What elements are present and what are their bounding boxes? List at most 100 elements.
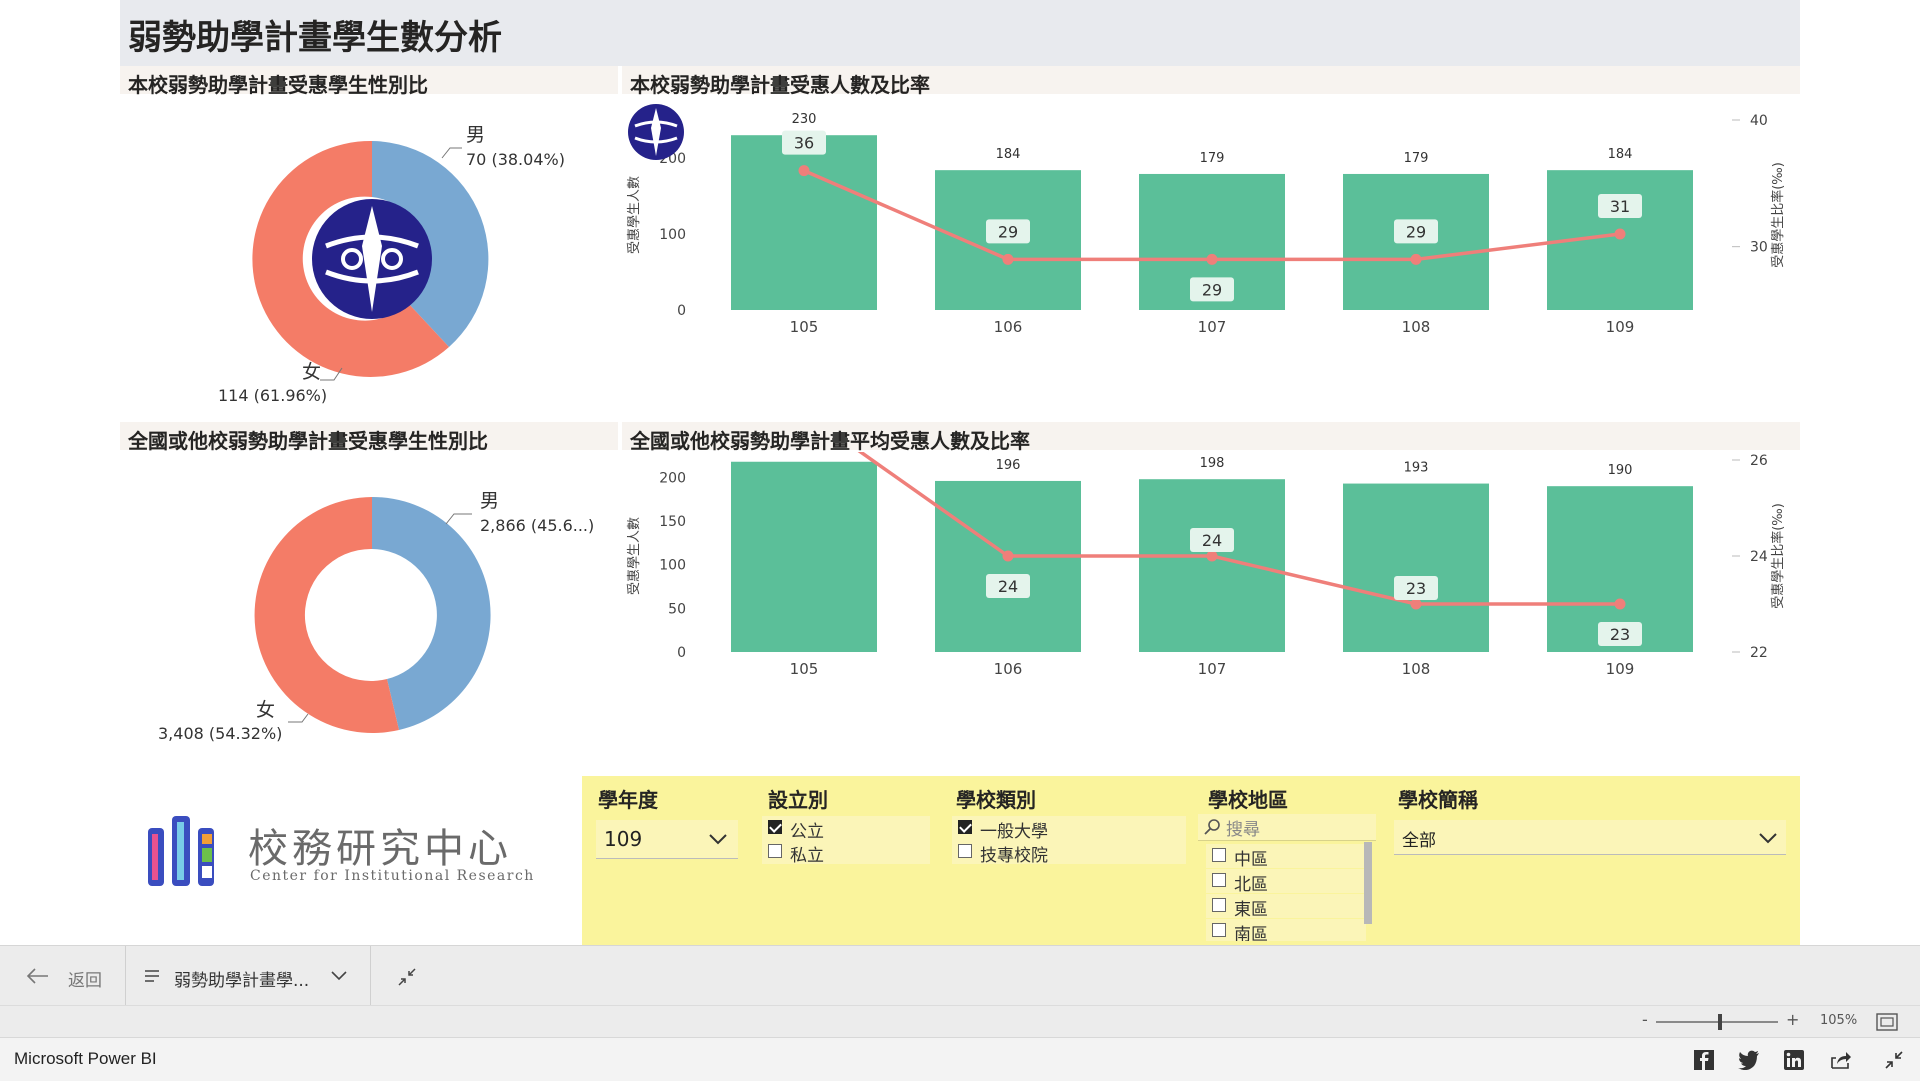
rate-label-box — [986, 219, 1030, 244]
bar-value-label: 196 — [996, 458, 1021, 473]
ownership-option-private[interactable]: 私立 — [762, 840, 930, 866]
rate-value-label: 31 — [1610, 197, 1630, 216]
back-button[interactable]: 返回 — [24, 960, 124, 992]
female-value: 3,408 (54.32%) — [158, 724, 282, 743]
bottom-bar: Microsoft Power BI — [0, 1037, 1920, 1081]
school-type-option-technical[interactable]: 技專校院 — [952, 840, 1186, 866]
checkbox-icon[interactable] — [1212, 848, 1226, 862]
checkbox-icon[interactable] — [1212, 898, 1226, 912]
facebook-icon[interactable] — [1694, 1050, 1714, 1070]
section-title: 全國或他校弱勢助學計畫平均受惠人數及比率 — [630, 429, 1030, 453]
collapse-icon[interactable] — [396, 966, 418, 988]
donut-slice-male — [372, 496, 491, 730]
rate-label-box — [1190, 528, 1234, 552]
fit-page-icon[interactable] — [1876, 1013, 1898, 1031]
checkbox-icon[interactable] — [1212, 923, 1226, 937]
bar-value-label: 184 — [1608, 147, 1633, 162]
x-tick-label: 107 — [1198, 660, 1227, 678]
rate-value-label: 29 — [1202, 280, 1222, 299]
rate-label-box — [1190, 277, 1234, 302]
rate-value-label: 29 — [998, 222, 1018, 241]
donut-chart-national[interactable]: 男 2,866 (45.6...) 女 3,408 (54.32%) — [120, 452, 620, 762]
zoom-slider-thumb[interactable] — [1718, 1014, 1722, 1030]
checkbox-icon[interactable] — [768, 844, 782, 858]
zoom-bar: - + 105% — [0, 1005, 1920, 1038]
zoom-level: 105% — [1820, 1013, 1858, 1028]
x-tick-label: 108 — [1402, 318, 1431, 336]
option-label: 私立 — [790, 846, 824, 866]
bar-value-label: 198 — [1200, 456, 1225, 471]
section-title: 本校弱勢助學計畫受惠學生性別比 — [128, 73, 428, 97]
rate-point — [1206, 253, 1218, 265]
rate-label-box — [782, 130, 826, 155]
share-icon[interactable] — [1830, 1050, 1852, 1070]
zoom-in-button[interactable]: + — [1786, 1010, 1800, 1029]
y-tick-label: 100 — [659, 558, 686, 574]
region-option[interactable]: 北區 — [1206, 869, 1366, 895]
page-list-icon — [145, 970, 159, 982]
region-option[interactable]: 東區 — [1206, 894, 1366, 920]
female-value: 114 (61.96%) — [218, 386, 327, 405]
x-tick-label: 106 — [994, 318, 1023, 336]
school-type-option-university[interactable]: 一般大學 — [952, 816, 1186, 842]
y2-tick-label: 30 — [1750, 240, 1768, 256]
rate-value-label: 23 — [1610, 625, 1630, 644]
school-name-dropdown[interactable]: 全部 — [1394, 820, 1786, 855]
male-label: 男 — [480, 490, 499, 512]
slicer-panel: 學年度 109 設立別 公立 私立 學校類別 一般大學 技專校院 學校地區 — [582, 776, 1800, 945]
bar — [731, 461, 877, 652]
donut-chart-school[interactable]: 男 70 (38.04%) 女 114 (61.96%) — [120, 96, 620, 416]
option-label: 技專校院 — [980, 846, 1048, 866]
female-label: 女 — [302, 361, 321, 383]
rate-point — [798, 165, 810, 177]
y2-axis-title: 受惠學生比率(‰) — [1770, 503, 1786, 609]
rate-point — [1410, 598, 1422, 610]
report-title: 弱勢助學計畫學生數分析 — [128, 18, 502, 58]
school-name-dropdown-value: 全部 — [1402, 831, 1436, 851]
region-option[interactable]: 中區 — [1206, 844, 1366, 870]
region-option[interactable]: 南區 — [1206, 919, 1366, 941]
option-label: 一般大學 — [980, 822, 1048, 842]
y2-axis-title: 受惠學生比率(‰) — [1770, 162, 1786, 268]
donut-slice-male — [372, 141, 489, 347]
y-axis-title: 受惠學生人數 — [627, 176, 642, 254]
combo-chart-national[interactable]: 0 50 100 150 200 22 24 26 受惠學生人數 受惠學生比率(‰) 218 105 1… — [622, 452, 1800, 762]
y-tick-label: 200 — [659, 470, 686, 486]
bar — [1139, 479, 1285, 652]
section-header-school-count: 本校弱勢助學計畫受惠人數及比率 — [622, 66, 1800, 97]
year-dropdown[interactable]: 109 — [596, 820, 738, 859]
slicer-title-year: 學年度 — [598, 788, 658, 812]
checkbox-checked-icon[interactable] — [958, 820, 972, 834]
checkbox-icon[interactable] — [1212, 873, 1226, 887]
rate-label-box — [986, 574, 1030, 598]
rate-label-box — [1598, 194, 1642, 218]
y-tick-label: 0 — [677, 645, 686, 661]
region-scrollbar[interactable] — [1364, 842, 1372, 924]
male-label: 男 — [466, 124, 485, 146]
checkbox-checked-icon[interactable] — [768, 820, 782, 834]
rate-value-label: 23 — [1406, 579, 1426, 598]
linkedin-icon[interactable] — [1784, 1050, 1804, 1070]
donut-slice-female — [252, 140, 449, 377]
zoom-out-button[interactable]: - — [1642, 1010, 1648, 1029]
twitter-icon[interactable] — [1738, 1050, 1760, 1070]
exit-fullscreen-icon[interactable] — [1884, 1050, 1904, 1070]
rate-point — [1614, 228, 1626, 240]
zoom-slider[interactable] — [1656, 1021, 1778, 1023]
y2-tick-label: 26 — [1750, 453, 1768, 469]
rate-value-label: 24 — [1202, 531, 1222, 550]
ownership-option-public[interactable]: 公立 — [762, 816, 930, 842]
search-placeholder: 搜尋 — [1226, 820, 1260, 840]
power-bi-brand[interactable]: Microsoft Power BI — [14, 1049, 157, 1068]
page-nav-bar: 返回 弱勢助學計畫學... — [0, 945, 1920, 1006]
page-selector-dropdown[interactable]: 弱勢助學計畫學... — [144, 960, 354, 992]
region-search-box[interactable]: 搜尋 — [1198, 814, 1376, 841]
checkbox-icon[interactable] — [958, 844, 972, 858]
section-title: 本校弱勢助學計畫受惠人數及比率 — [630, 73, 930, 97]
slicer-title-region: 學校地區 — [1208, 788, 1288, 812]
arrow-left-icon — [26, 968, 48, 984]
x-tick-label: 105 — [790, 318, 819, 336]
cir-logo-name-cn: 校務研究中心 — [248, 826, 512, 872]
section-header-national-count: 全國或他校弱勢助學計畫平均受惠人數及比率 — [622, 422, 1800, 453]
